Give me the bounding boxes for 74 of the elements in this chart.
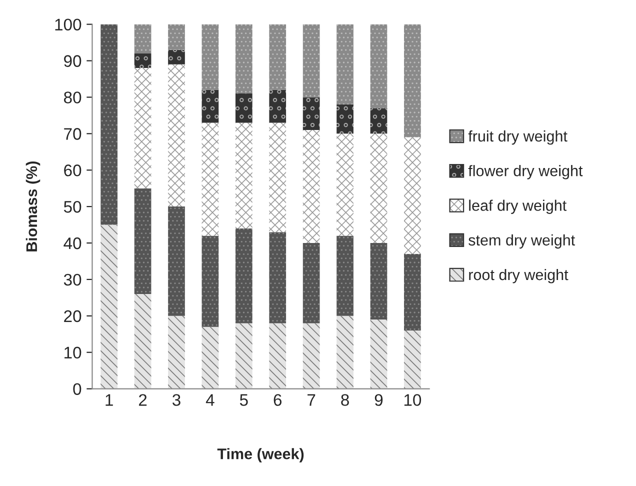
x-tick-label: 1 bbox=[106, 394, 113, 406]
bar bbox=[404, 330, 421, 389]
bar bbox=[336, 24, 354, 104]
bar bbox=[235, 323, 252, 389]
x-tick-label: 8 bbox=[341, 394, 349, 406]
bar bbox=[404, 254, 421, 330]
bar bbox=[269, 323, 286, 389]
x-tick-label: 9 bbox=[374, 394, 383, 406]
bar bbox=[269, 90, 286, 123]
bar bbox=[235, 122, 252, 228]
bar bbox=[302, 97, 320, 130]
bar bbox=[235, 228, 252, 324]
x-tick-label: 3 bbox=[172, 394, 180, 406]
bar bbox=[202, 122, 219, 236]
x-tick-label: 2 bbox=[138, 394, 147, 406]
y-tick-label: 10 bbox=[64, 346, 82, 359]
bar bbox=[202, 236, 219, 327]
bar bbox=[302, 130, 320, 243]
bar bbox=[302, 24, 320, 98]
bar bbox=[404, 137, 421, 254]
legend-label: fruit dry weight bbox=[468, 130, 568, 145]
bar bbox=[370, 320, 388, 389]
bar bbox=[302, 243, 320, 324]
bar bbox=[100, 24, 118, 225]
bar bbox=[336, 134, 354, 236]
x-tick-label: 4 bbox=[206, 394, 214, 406]
bar bbox=[168, 206, 185, 316]
bar bbox=[168, 50, 185, 64]
y-tick-label: 0 bbox=[73, 383, 82, 396]
legend-label: root dry weight bbox=[469, 268, 568, 284]
x-tick-label: 10 bbox=[404, 394, 422, 406]
bar bbox=[134, 53, 152, 68]
bar bbox=[235, 24, 252, 94]
bar bbox=[336, 104, 354, 134]
bar bbox=[134, 24, 152, 54]
x-tick-label: 6 bbox=[274, 394, 282, 406]
bar bbox=[269, 24, 286, 90]
y-axis-title: Biomass (%) bbox=[26, 161, 40, 252]
bar bbox=[168, 64, 185, 207]
bar bbox=[202, 90, 219, 123]
bar bbox=[168, 24, 185, 50]
bar bbox=[269, 232, 286, 324]
y-tick-label: 40 bbox=[64, 237, 82, 250]
bar bbox=[134, 68, 152, 188]
bar bbox=[370, 134, 388, 243]
legend-label: flower dry weight bbox=[468, 165, 583, 180]
bar bbox=[134, 294, 152, 389]
y-tick-label: 100 bbox=[55, 18, 82, 31]
bar bbox=[235, 94, 252, 123]
y-tick-label: 90 bbox=[64, 55, 82, 67]
y-tick-label: 80 bbox=[64, 92, 82, 104]
bar bbox=[370, 24, 388, 108]
bar bbox=[370, 243, 388, 320]
x-axis-title: Time (week) bbox=[217, 448, 304, 462]
bar bbox=[404, 24, 421, 138]
legend-label: stem dry weight bbox=[468, 234, 575, 249]
bar bbox=[302, 323, 320, 389]
y-tick-label: 60 bbox=[64, 164, 82, 176]
bar bbox=[202, 24, 219, 90]
y-tick-label: 30 bbox=[64, 274, 82, 286]
bar bbox=[370, 108, 388, 134]
x-tick-label: 7 bbox=[308, 394, 316, 406]
bar bbox=[134, 188, 152, 294]
legend-label: leaf dry weight bbox=[469, 200, 567, 214]
bar bbox=[336, 316, 354, 389]
bar bbox=[168, 316, 185, 389]
bar bbox=[269, 122, 286, 232]
y-tick-label: 20 bbox=[64, 310, 82, 322]
bar bbox=[336, 236, 354, 316]
y-tick-label: 50 bbox=[64, 200, 82, 213]
bar bbox=[100, 224, 118, 389]
y-tick-label: 70 bbox=[64, 128, 82, 140]
bar bbox=[202, 326, 219, 389]
x-tick-label: 5 bbox=[240, 394, 248, 406]
